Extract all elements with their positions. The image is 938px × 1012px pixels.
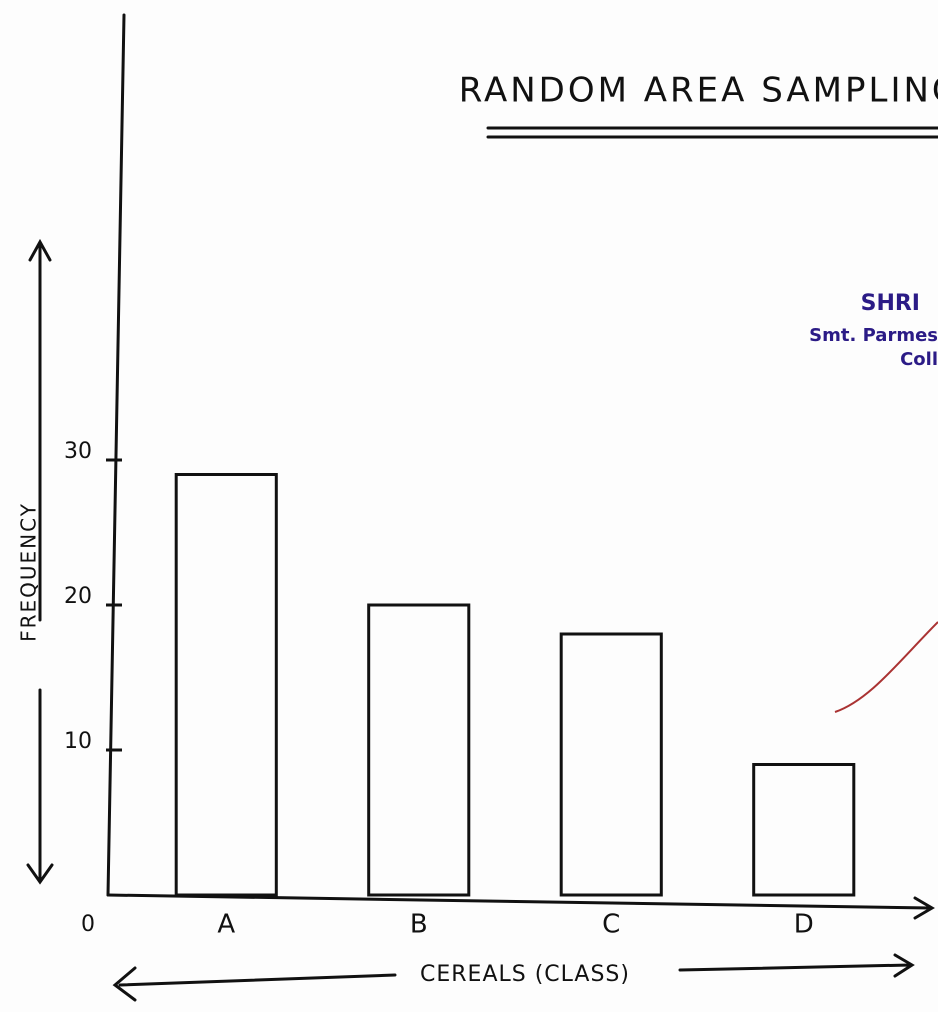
x-tick-label: A (217, 910, 235, 940)
chart-title: RANDOM AREA SAMPLING (459, 71, 938, 111)
x-tick-label: D (794, 910, 814, 940)
y-tick-label: 0 (81, 912, 95, 937)
x-tick-label: B (410, 910, 428, 940)
y-arrow (28, 690, 52, 882)
stamp-text: Smt. Parmes (809, 325, 938, 346)
y-tick-label: 20 (64, 584, 92, 609)
y-tick-label: 30 (64, 439, 92, 464)
bar (369, 605, 469, 895)
chart: RANDOM AREA SAMPLING SHRI Smt. Parmes Co… (0, 0, 938, 1012)
x-tick-label: C (602, 910, 620, 940)
y-axis-label: FREQUENCY (17, 502, 41, 642)
stamp-text: SHRI (861, 291, 920, 316)
x-axis-label: CEREALS (CLASS) (420, 962, 630, 987)
y-tick-label: 10 (64, 729, 92, 754)
bar (754, 765, 854, 896)
check-mark (835, 622, 938, 712)
stamp-text: Coll (900, 349, 938, 370)
y-axis (108, 15, 124, 895)
x-arrow (680, 955, 912, 976)
x-arrow (115, 968, 395, 1000)
bar (561, 634, 661, 895)
bar (176, 475, 276, 896)
